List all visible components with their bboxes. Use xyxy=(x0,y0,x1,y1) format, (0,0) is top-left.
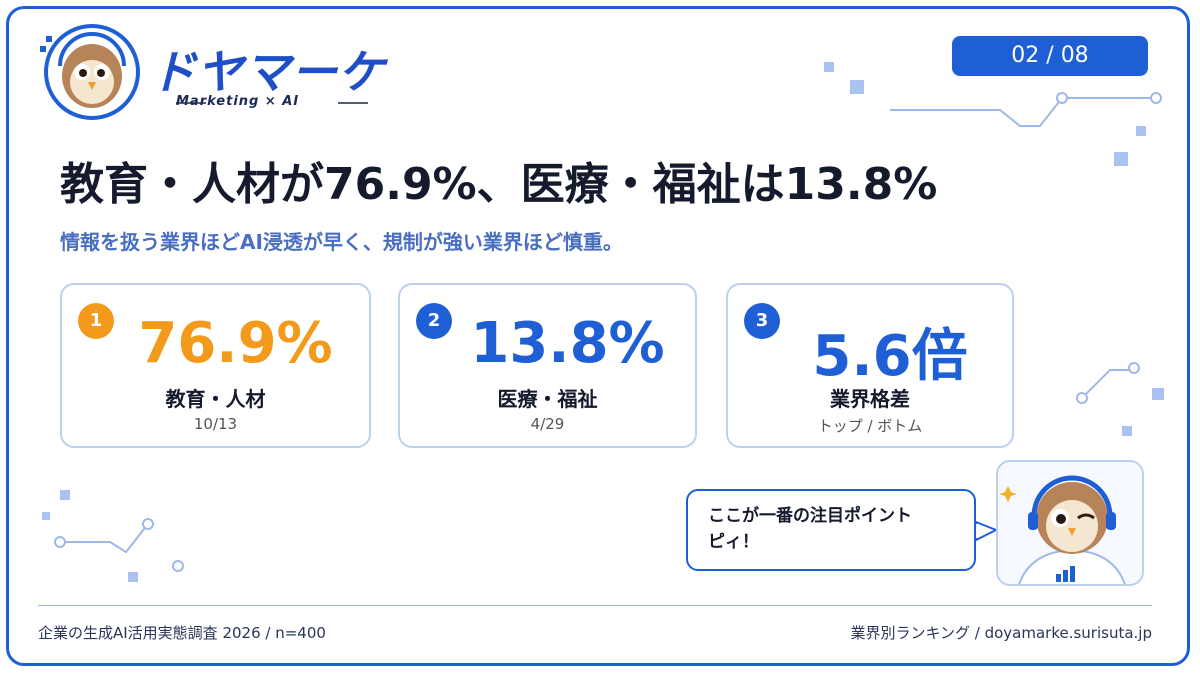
stat-value: 76.9% xyxy=(138,311,333,376)
stat-value: 13.8% xyxy=(470,311,665,376)
rank-badge: 1 xyxy=(78,303,114,339)
stat-detail: 10/13 xyxy=(193,415,238,433)
stat-value: 5.6倍 xyxy=(812,324,968,389)
stat-card: 2 13.8% 医療・福祉 4/29 xyxy=(398,283,697,448)
rank-badge: 3 xyxy=(744,303,780,339)
mascot-illustration xyxy=(999,475,1126,584)
mascot xyxy=(996,460,1144,586)
speech-bubble: ここが一番の注目ポイント ピィ！ xyxy=(686,489,976,571)
stat-label: 医療・福祉 xyxy=(497,387,598,411)
frame xyxy=(6,6,1190,666)
footer-right: 業界別ランキング / doyamarke.surisuta.jp xyxy=(850,624,1152,642)
stat-label: 教育・人材 xyxy=(165,387,266,411)
speech-line: ここが一番の注目ポイント xyxy=(708,506,912,526)
footer-rule xyxy=(38,605,1152,606)
rank-badge: 2 xyxy=(416,303,452,339)
speech-line: ピィ！ xyxy=(708,532,759,552)
stat-card: 1 76.9% 教育・人材 10/13 xyxy=(60,283,371,448)
page-indicator: 02 / 08 xyxy=(952,36,1148,76)
stat-label: 業界格差 xyxy=(830,387,910,411)
stat-detail: トップ / ボトム xyxy=(817,417,923,435)
footer-left: 企業の生成AI活用実態調査 2026 / n=400 xyxy=(38,624,326,642)
logo-subtitle: Marketing × AI xyxy=(176,94,300,109)
stat-detail: 4/29 xyxy=(530,415,565,433)
logo-title: ドヤマーケ xyxy=(150,45,385,99)
stat-card: 3 5.6倍 業界格差 トップ / ボトム xyxy=(726,283,1014,448)
subtitle: 情報を扱う業界ほどAI浸透が早く、規制が強い業界ほど慎重。 xyxy=(60,230,623,254)
title: 教育・人材が76.9%、医療・福祉は13.8% xyxy=(60,159,938,210)
